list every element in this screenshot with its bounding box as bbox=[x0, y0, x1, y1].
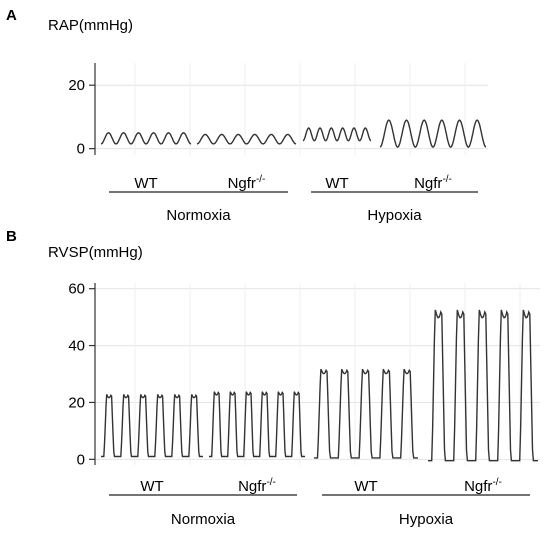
panel-b-ylabel: RVSP(mmHg) bbox=[48, 244, 143, 261]
genotype-label: WT bbox=[140, 478, 163, 495]
pressure-trace-hypoxia-ngfr-ko bbox=[379, 119, 487, 148]
panel-a-plot: 0 20 WT Ngfr-/- WT Ngfr-/- Normoxia Hypoxia bbox=[68, 63, 488, 224]
genotype-label: Ngfr-/- bbox=[238, 477, 276, 495]
genotype-label: Ngfr-/- bbox=[228, 174, 266, 192]
genotype-label: Ngfr-/- bbox=[464, 477, 502, 495]
genotype-label: WT bbox=[325, 175, 348, 192]
pressure-trace-normoxia-ngfr-ko bbox=[196, 133, 297, 145]
pressure-trace-normoxia-ngfr-ko bbox=[209, 391, 305, 458]
pressure-trace-normoxia-wt bbox=[101, 394, 203, 458]
y-tick-label: 60 bbox=[68, 281, 85, 298]
y-tick-label: 40 bbox=[68, 338, 85, 355]
condition-label: Hypoxia bbox=[399, 511, 454, 528]
genotype-label: Ngfr-/- bbox=[414, 174, 452, 192]
y-tick-label: 0 bbox=[77, 451, 85, 468]
y-tick-label: 20 bbox=[68, 77, 85, 94]
genotype-label: WT bbox=[134, 175, 157, 192]
y-tick-label: 0 bbox=[77, 141, 85, 158]
pressure-trace-normoxia-wt bbox=[100, 132, 192, 145]
y-tick-label: 20 bbox=[68, 394, 85, 411]
condition-label: Normoxia bbox=[171, 511, 236, 528]
panel-b-letter: B bbox=[6, 228, 17, 245]
condition-label: Normoxia bbox=[166, 207, 231, 224]
pressure-trace-hypoxia-wt bbox=[302, 127, 372, 142]
genotype-label: WT bbox=[354, 478, 377, 495]
panel-a-ylabel: RAP(mmHg) bbox=[48, 17, 133, 34]
panel-a-letter: A bbox=[6, 7, 17, 24]
condition-label: Hypoxia bbox=[367, 207, 422, 224]
pressure-trace-hypoxia-wt bbox=[314, 368, 418, 459]
pressure-trace-hypoxia-ngfr-ko bbox=[428, 309, 538, 462]
